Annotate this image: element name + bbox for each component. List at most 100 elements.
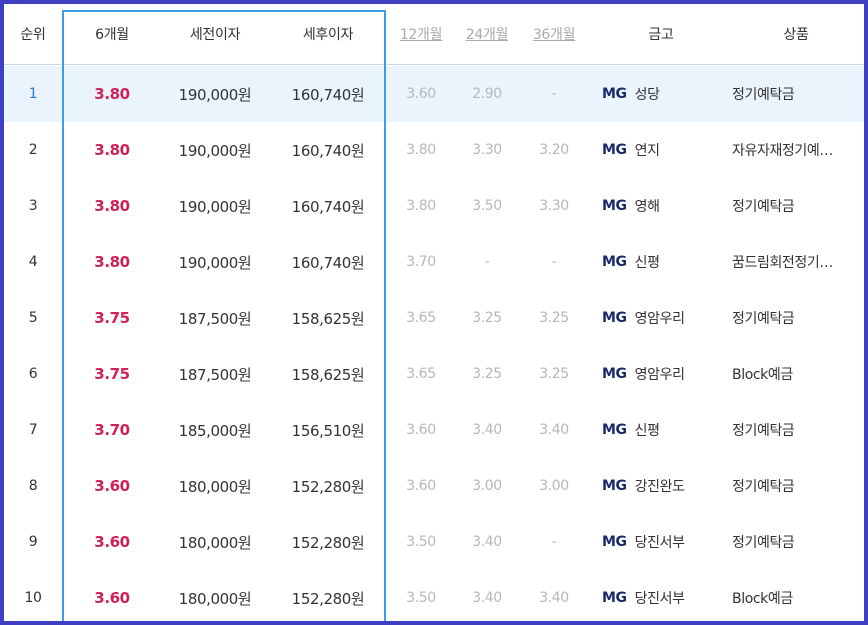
table-row[interactable]: 10 3.60 180,000원 152,280원 3.50 3.40 3.40 MG 당진서부… — [4, 570, 864, 621]
post-tax-interest-cell: 152,280원 — [291, 533, 365, 552]
bank-name: 영암우리 — [634, 311, 685, 327]
bank-cell: MG 연지 — [602, 122, 728, 178]
rate-24-month-cell: - — [484, 254, 490, 270]
rate-12-month-cell: 3.60 — [406, 422, 436, 438]
table-row[interactable]: 9 3.60 180,000원 152,280원 3.50 3.40 - MG 당진서부 정기예탁… — [4, 514, 864, 570]
post-tax-interest-cell: 158,625원 — [291, 365, 365, 384]
table-header: 순위 6개월 세전이자 세후이자 12개월 24개월 36개월 금고 상품 — [4, 4, 864, 65]
pre-tax-interest-cell: 187,500원 — [178, 365, 252, 384]
mg-logo-icon: MG — [602, 310, 627, 326]
mg-logo-icon: MG — [602, 534, 627, 550]
rate-6-month-cell: 3.80 — [94, 85, 130, 103]
mg-logo-icon: MG — [602, 366, 627, 382]
bank-name: 영암우리 — [634, 367, 685, 383]
rate-6-month-cell: 3.70 — [94, 421, 130, 439]
post-tax-interest-cell: 160,740원 — [291, 85, 365, 104]
bank-name: 성당 — [634, 87, 660, 103]
product-cell: Block예금 — [732, 367, 793, 383]
product-cell: 정기예탁금 — [732, 423, 795, 439]
rate-6-month-cell: 3.60 — [94, 589, 130, 607]
bank-cell: MG 성당 — [602, 66, 728, 122]
rank-cell: 3 — [28, 198, 38, 214]
header-pre-tax-interest: 세전이자 — [189, 27, 241, 43]
post-tax-interest-cell: 156,510원 — [291, 421, 365, 440]
product-cell: 정기예탁금 — [732, 535, 795, 551]
rate-6-month-cell: 3.80 — [94, 141, 130, 159]
rate-6-month-cell: 3.75 — [94, 365, 130, 383]
bank-name: 연지 — [634, 143, 660, 159]
header-24-month[interactable]: 24개월 — [465, 27, 509, 43]
rank-cell: 8 — [28, 478, 38, 494]
header-36-month[interactable]: 36개월 — [532, 27, 576, 43]
rate-24-month-cell: 3.30 — [472, 142, 502, 158]
table-row[interactable]: 1 3.80 190,000원 160,740원 3.60 2.90 - MG 성당 정기예탁금 — [4, 66, 864, 122]
rate-12-month-cell: 3.80 — [406, 142, 436, 158]
rate-24-month-cell: 3.25 — [472, 310, 502, 326]
rate-6-month-cell: 3.75 — [94, 309, 130, 327]
post-tax-interest-cell: 152,280원 — [291, 477, 365, 496]
header-12-month[interactable]: 12개월 — [399, 27, 443, 43]
post-tax-interest-cell: 160,740원 — [291, 141, 365, 160]
table-row[interactable]: 4 3.80 190,000원 160,740원 3.70 - - MG 신평 꿈드림회전정기… — [4, 234, 864, 290]
mg-logo-icon: MG — [602, 590, 627, 606]
mg-logo-icon: MG — [602, 142, 627, 158]
rate-6-month-cell: 3.60 — [94, 533, 130, 551]
header-rank: 순위 — [20, 27, 46, 43]
rate-24-month-cell: 2.90 — [472, 86, 502, 102]
product-cell: 정기예탁금 — [732, 311, 795, 327]
rate-24-month-cell: 3.25 — [472, 366, 502, 382]
bank-cell: MG 영해 — [602, 178, 728, 234]
rate-12-month-cell: 3.60 — [406, 478, 436, 494]
rate-12-month-cell: 3.70 — [406, 254, 436, 270]
rate-24-month-cell: 3.50 — [472, 198, 502, 214]
bank-cell: MG 영암우리 — [602, 346, 728, 402]
rate-12-month-cell: 3.65 — [406, 310, 436, 326]
table-row[interactable]: 2 3.80 190,000원 160,740원 3.80 3.30 3.20 MG 연지 자유자… — [4, 122, 864, 178]
rate-12-month-cell: 3.50 — [406, 590, 436, 606]
rate-12-month-cell: 3.65 — [406, 366, 436, 382]
bank-cell: MG 강진완도 — [602, 458, 728, 514]
header-post-tax-interest: 세후이자 — [302, 27, 354, 43]
table-row[interactable]: 6 3.75 187,500원 158,625원 3.65 3.25 3.25 MG 영암우리 B… — [4, 346, 864, 402]
mg-logo-icon: MG — [602, 422, 627, 438]
post-tax-interest-cell: 160,740원 — [291, 197, 365, 216]
rate-36-month-cell: 3.30 — [539, 198, 569, 214]
rate-12-month-cell: 3.50 — [406, 534, 436, 550]
rate-6-month-cell: 3.60 — [94, 477, 130, 495]
pre-tax-interest-cell: 180,000원 — [178, 477, 252, 496]
bank-name: 당진서부 — [634, 535, 685, 551]
rate-36-month-cell: - — [551, 86, 557, 102]
rank-cell: 7 — [28, 422, 38, 438]
rank-cell: 4 — [28, 254, 38, 270]
bank-cell: MG 당진서부 — [602, 570, 728, 621]
post-tax-interest-cell: 158,625원 — [291, 309, 365, 328]
pre-tax-interest-cell: 190,000원 — [178, 197, 252, 216]
product-cell: Block예금 — [732, 591, 793, 607]
header-product: 상품 — [783, 27, 809, 43]
bank-cell: MG 신평 — [602, 234, 728, 290]
rate-24-month-cell: 3.00 — [472, 478, 502, 494]
pre-tax-interest-cell: 185,000원 — [178, 421, 252, 440]
rank-cell: 6 — [28, 366, 38, 382]
rate-36-month-cell: - — [551, 534, 557, 550]
rate-36-month-cell: - — [551, 254, 557, 270]
bank-cell: MG 영암우리 — [602, 290, 728, 346]
rate-24-month-cell: 3.40 — [472, 422, 502, 438]
pre-tax-interest-cell: 180,000원 — [178, 589, 252, 608]
table-row[interactable]: 7 3.70 185,000원 156,510원 3.60 3.40 3.40 MG 신평 정기예… — [4, 402, 864, 458]
table-row[interactable]: 8 3.60 180,000원 152,280원 3.60 3.00 3.00 MG 강진완도 정… — [4, 458, 864, 514]
rate-36-month-cell: 3.25 — [539, 310, 569, 326]
bank-cell: MG 신평 — [602, 402, 728, 458]
pre-tax-interest-cell: 190,000원 — [178, 85, 252, 104]
table-row[interactable]: 5 3.75 187,500원 158,625원 3.65 3.25 3.25 MG 영암우리 정… — [4, 290, 864, 346]
table-row[interactable]: 3 3.80 190,000원 160,740원 3.80 3.50 3.30 MG 영해 정기예… — [4, 178, 864, 234]
rate-12-month-cell: 3.60 — [406, 86, 436, 102]
rank-cell: 1 — [28, 86, 38, 102]
header-6-month: 6개월 — [95, 27, 129, 43]
pre-tax-interest-cell: 187,500원 — [178, 309, 252, 328]
rank-cell: 10 — [24, 590, 42, 606]
rate-24-month-cell: 3.40 — [472, 590, 502, 606]
rate-12-month-cell: 3.80 — [406, 198, 436, 214]
product-cell: 정기예탁금 — [732, 199, 795, 215]
rate-24-month-cell: 3.40 — [472, 534, 502, 550]
